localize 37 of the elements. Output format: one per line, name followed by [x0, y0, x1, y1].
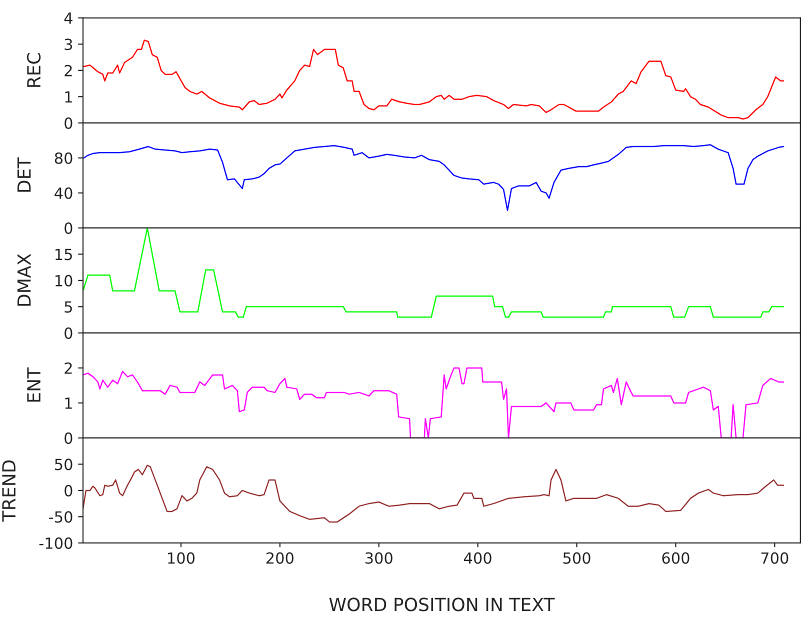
y-tick-label: 0 [64, 117, 72, 129]
y-tick-label: 2 [64, 362, 72, 374]
x-axis-title: WORD POSITION IN TEXT [329, 598, 555, 612]
x-tick-label: 400 [464, 552, 492, 564]
y-axis-title: DET [17, 157, 31, 192]
y-tick-label: 4 [64, 12, 72, 24]
line-series [83, 144, 784, 212]
line-series [83, 367, 784, 438]
y-tick-label: 80 [54, 152, 72, 164]
line-series [83, 228, 784, 318]
y-tick-label: -50 [49, 511, 72, 523]
y-tick-label: 1 [65, 398, 72, 409]
x-tick-label: 200 [266, 552, 294, 564]
y-axis-title: DMAX [17, 254, 31, 306]
x-tick-label: 500 [563, 552, 590, 564]
line-series [83, 40, 784, 120]
y-axis-title: REC [26, 53, 41, 87]
line-series [83, 464, 784, 523]
y-tick-label: 10 [56, 274, 72, 286]
y-axis-title: TREND [2, 460, 16, 522]
y-tick-label: 1 [65, 91, 72, 102]
y-tick-label: 0 [64, 432, 72, 444]
x-tick-label: 300 [365, 552, 392, 564]
x-tick-label: 100 [168, 552, 195, 564]
y-axis-title: ENT [27, 367, 40, 402]
x-tick-label: 700 [761, 552, 788, 564]
y-tick-label: 40 [54, 187, 72, 199]
y-tick-label: 0 [64, 484, 72, 496]
x-tick-label: 600 [662, 552, 690, 564]
y-tick-label: 0 [64, 327, 72, 339]
y-tick-label: 15 [56, 248, 72, 260]
y-tick-label: 0 [64, 222, 72, 234]
y-tick-label: 2 [64, 64, 72, 76]
y-tick-label: -100 [39, 537, 72, 549]
y-tick-label: 5 [64, 301, 72, 313]
y-tick-label: 50 [55, 458, 72, 470]
y-tick-label: 3 [64, 38, 72, 50]
